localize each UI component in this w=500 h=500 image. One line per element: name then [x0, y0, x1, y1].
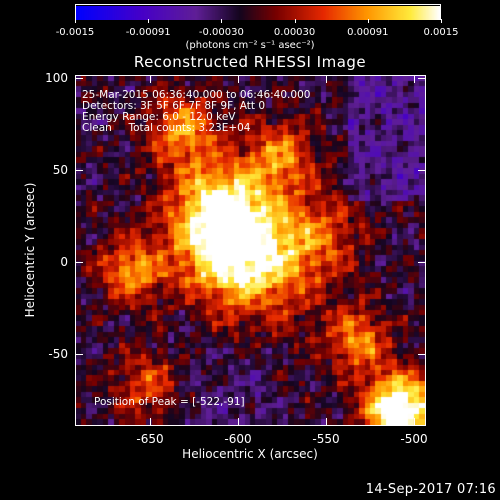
timestamp: 14-Sep-2017 07:16	[365, 482, 496, 497]
colorbar-tick-mark	[441, 19, 442, 23]
x-tick-mark	[150, 76, 151, 83]
y-tick-label: 0	[60, 255, 68, 269]
colorbar-tick-label: 0.00091	[347, 27, 389, 38]
y-tick-mark	[76, 262, 83, 263]
colorbar-tick-label: -0.00091	[125, 27, 171, 38]
colorbar-units: (photons cm⁻² s⁻¹ asec⁻²)	[185, 40, 315, 51]
colorbar-tick-label: 0.00030	[273, 27, 316, 38]
colorbar-gradient	[76, 6, 440, 20]
x-tick-mark	[414, 418, 415, 425]
info-line-energy: Energy Range: 6.0 - 12.0 keV	[82, 111, 236, 123]
x-tick-mark	[150, 418, 151, 425]
y-tick-mark	[418, 78, 425, 79]
info-line-time: 25-Mar-2015 06:36:40.000 to 06:46:40.000	[82, 89, 311, 101]
x-tick-mark	[326, 418, 327, 425]
y-axis-label: Heliocentric Y (arcsec)	[23, 182, 37, 318]
colorbar-tick-mark	[367, 19, 369, 23]
y-tick-label: 100	[45, 71, 68, 85]
info-line-detectors: Detectors: 3F 5F 6F 7F 8F 9F, Att 0	[82, 100, 266, 112]
colorbar-tick-mark	[294, 19, 296, 23]
y-tick-label: -50	[48, 347, 68, 361]
x-tick-mark	[326, 76, 327, 83]
y-tick-mark	[418, 262, 425, 263]
x-tick-label: -650	[136, 432, 164, 446]
plot-title: Reconstructed RHESSI Image	[133, 53, 367, 71]
x-tick-mark	[238, 418, 239, 425]
info-line-counts: Clean Total counts: 3.23E+04	[82, 122, 251, 134]
x-tick-label: -550	[312, 432, 340, 446]
y-tick-label: 50	[52, 163, 68, 177]
colorbar	[75, 4, 441, 20]
heatmap-plot: 25-Mar-2015 06:36:40.000 to 06:46:40.000…	[75, 75, 426, 426]
x-tick-label: -500	[400, 432, 428, 446]
x-tick-mark	[414, 76, 415, 83]
x-axis-label: Heliocentric X (arcsec)	[182, 447, 318, 461]
colorbar-tick-mark	[221, 19, 223, 23]
colorbar-tick-mark	[75, 19, 76, 23]
heatmap-image	[76, 76, 425, 425]
y-tick-mark	[76, 78, 83, 79]
y-tick-mark	[76, 354, 83, 355]
colorbar-tick-mark	[148, 19, 150, 23]
x-tick-label: -600	[224, 432, 252, 446]
colorbar-tick-label: -0.00030	[198, 27, 244, 38]
y-tick-mark	[76, 170, 83, 171]
colorbar-tick-label: 0.0015	[423, 27, 459, 38]
peak-position-label: Position of Peak = [-522,-91]	[94, 396, 245, 408]
y-tick-mark	[418, 354, 425, 355]
x-tick-mark	[238, 76, 239, 83]
colorbar-tick-label: -0.0015	[55, 27, 95, 38]
y-tick-mark	[418, 170, 425, 171]
